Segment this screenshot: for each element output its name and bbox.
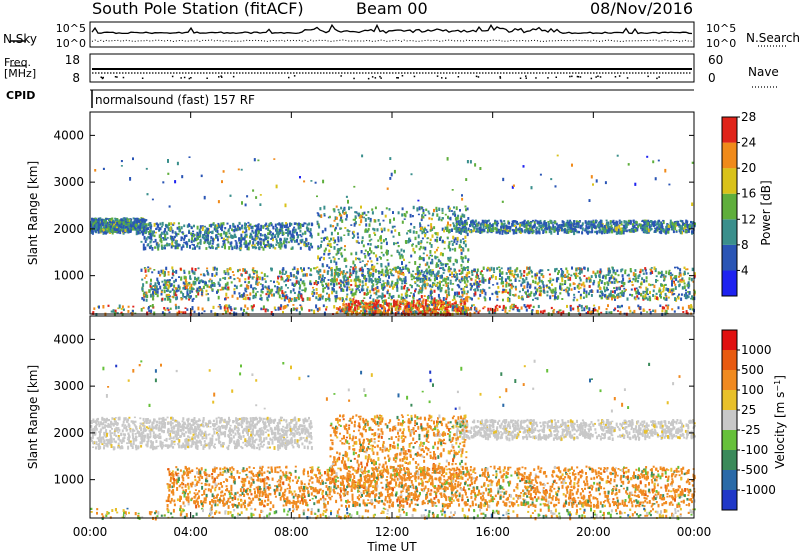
velocity-level-label: 100: [741, 383, 764, 397]
velocity-level-label: 1000: [741, 343, 772, 357]
freq-left-tick-bottom: 8: [72, 71, 80, 85]
velocity-swatch: [722, 330, 737, 351]
power-level-label: 4: [741, 263, 749, 277]
power-swatch: [722, 270, 737, 297]
beam-label: Beam 00: [356, 0, 428, 18]
xaxis-label: Time UT: [366, 540, 417, 554]
noise-panel: 10^5 10^0 10^5 10^0: [10, 21, 786, 50]
power-panel: 1000 2000 3000 4000 Slant Range [km]: [26, 111, 696, 317]
power-level-label: 24: [741, 136, 756, 150]
velocity-swatch: [722, 430, 737, 451]
range-tick-label: 2000: [53, 426, 84, 440]
velocity-panel: 1000 2000 3000 4000 Slant Range [km] 00:00 0…: [26, 112, 711, 554]
velocity-level-label: -1000: [741, 483, 776, 497]
velocity-level-label: -25: [741, 423, 761, 437]
range-tick-label: 4000: [53, 332, 84, 346]
power-swatch: [722, 244, 737, 271]
power-colorbar-label: Power [dB]: [759, 180, 773, 245]
freq-label: Freq.: [4, 56, 32, 69]
noise-right-tick-top: 10^5: [706, 22, 736, 35]
velocity-ylabel: Slant Range [km]: [26, 365, 40, 469]
noise-left-tick-bottom: 10^0: [56, 37, 86, 50]
time-tick-label: 16:00: [475, 525, 510, 539]
velocity-level-label: 25: [741, 403, 756, 417]
power-swatch: [722, 117, 737, 143]
time-tick-label: 12:00: [375, 525, 410, 539]
velocity-swatch: [722, 350, 737, 371]
velocity-colorbar: 1000 500 100 25 -25 -100 -500 -1000 Velocity [m…: [721, 329, 788, 511]
velocity-swatch: [722, 370, 737, 391]
noise-left-tick-top: 10^5: [56, 22, 86, 35]
nsearch-label: N.Search: [746, 31, 800, 45]
date-label: 08/Nov/2016: [590, 0, 694, 18]
power-level-label: 20: [741, 161, 756, 175]
power-swatch: [722, 168, 737, 194]
range-tick-label: 1000: [53, 473, 84, 487]
range-tick-label: 4000: [53, 128, 84, 142]
freq-left-tick-top: 18: [65, 53, 80, 67]
range-tick-label: 2000: [53, 222, 84, 236]
velocity-swatch: [722, 470, 737, 491]
power-heatmap: [90, 154, 696, 317]
noise-sky-series: [91, 23, 693, 35]
noise-right-tick-bottom: 10^0: [706, 37, 736, 50]
noise-search-series: [91, 39, 693, 43]
freq-unit-label: [MHz]: [4, 67, 37, 80]
time-tick-label: 00:00: [677, 525, 712, 539]
power-level-label: 12: [741, 212, 756, 226]
range-tick-label: 1000: [53, 269, 84, 283]
velocity-swatch: [722, 410, 737, 431]
power-swatch: [722, 219, 737, 245]
velocity-swatch: [722, 390, 737, 411]
time-tick-label: 00:00: [73, 525, 108, 539]
time-tick-label: 08:00: [274, 525, 309, 539]
cpid-bar: [90, 89, 694, 108]
cpid-label: CPID: [6, 89, 36, 102]
time-tick-label: 20:00: [576, 525, 611, 539]
power-level-label: 28: [741, 110, 756, 124]
nave-dropouts: [100, 75, 660, 80]
cpid-value: normalsound (fast) 157 RF: [95, 93, 255, 107]
power-colorbar: 4 8 12 16 20 24 28 Power [dB]: [721, 110, 773, 297]
power-level-label: 16: [741, 187, 756, 201]
power-swatch: [722, 142, 737, 169]
velocity-heatmap: [90, 359, 696, 521]
power-level-label: 8: [741, 238, 749, 252]
velocity-colorbar-label: Velocity [m s−1]: [773, 375, 788, 469]
velocity-swatch: [722, 450, 737, 471]
freq-panel: 18 8 60 0: [10, 53, 778, 88]
power-swatch: [722, 193, 737, 220]
range-tick-label: 3000: [53, 175, 84, 189]
velocity-swatch: [722, 490, 737, 511]
nave-right-tick-bottom: 0: [708, 71, 716, 85]
velocity-level-label: 500: [741, 363, 764, 377]
velocity-level-label: -100: [741, 443, 768, 457]
velocity-level-label: -500: [741, 463, 768, 477]
range-tick-label: 3000: [53, 379, 84, 393]
nave-label: Nave: [748, 65, 779, 79]
nave-right-tick-top: 60: [708, 53, 723, 67]
nsky-label: N.Sky: [3, 32, 38, 46]
power-ylabel: Slant Range [km]: [26, 161, 40, 265]
station-title: South Pole Station (fitACF): [92, 0, 304, 18]
time-tick-label: 04:00: [173, 525, 208, 539]
